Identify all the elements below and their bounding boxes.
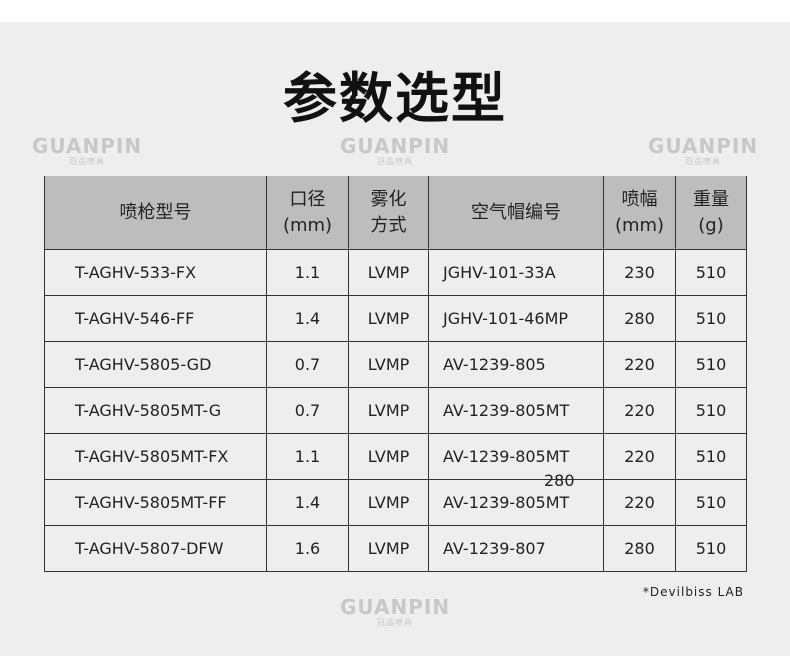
header-text: (mm) — [282, 214, 333, 236]
table-cell: 1.6 — [266, 525, 349, 572]
table-cell: LVMP — [348, 295, 429, 342]
table-cell: AV-1239-805MT — [428, 433, 604, 480]
column-header: 重量 (g) — [675, 176, 747, 250]
table-cell: T-AGHV-5805MT-FX — [44, 433, 267, 480]
table-cell: AV-1239-805MT — [428, 479, 604, 526]
table-cell: AV-1239-805 — [428, 341, 604, 388]
table-cell: JGHV-101-33A — [428, 249, 604, 296]
table-cell: 220 — [603, 387, 676, 434]
header-text: (g) — [698, 214, 724, 236]
column-header: 口径 (mm) — [266, 176, 349, 250]
table-row: T-AGHV-5807-DFW 1.6 LVMP AV-1239-807 280 510 — [44, 525, 747, 572]
column-header: 空气帽编号 — [428, 176, 604, 250]
table-cell: LVMP — [348, 387, 429, 434]
header-row: 喷枪型号 口径 (mm) 雾化方式 空气帽编号 喷幅 (mm) 重量 (g) — [44, 176, 747, 250]
table-cell: 220 — [603, 433, 676, 480]
table-cell: T-AGHV-5805MT-G — [44, 387, 267, 434]
table-cell: 280 — [603, 525, 676, 572]
table-cell: T-AGHV-5805MT-FF — [44, 479, 267, 526]
table-cell: LVMP — [348, 479, 429, 526]
table-row: T-AGHV-5805MT-G 0.7 LVMP AV-1239-805MT 220 51… — [44, 387, 747, 434]
header-text: 口径 — [289, 188, 326, 210]
table-cell: LVMP — [348, 433, 429, 480]
table-cell: T-AGHV-5805-GD — [44, 341, 267, 388]
watermark: GUANPIN 冠品喷具 — [32, 134, 143, 166]
table-cell: 510 — [675, 249, 747, 296]
table-body: T-AGHV-533-FX 1.1 LVMP JGHV-101-33A 230 510 T-… — [44, 249, 747, 572]
table-row: T-AGHV-5805MT-FX 1.1 LVMP AV-1239-805MT 220 5… — [44, 433, 747, 480]
header-text: 雾化 — [370, 188, 407, 210]
table-cell: 510 — [675, 433, 747, 480]
table-cell: 1.1 — [266, 433, 349, 480]
header-text: 喷枪型号 — [119, 201, 192, 223]
footnote: *Devilbiss LAB — [642, 585, 744, 599]
table-cell: 510 — [675, 341, 747, 388]
stray-value: 280 — [544, 471, 575, 490]
table-cell: 510 — [675, 387, 747, 434]
watermark: GUANPIN 冠品喷具 — [340, 595, 451, 627]
page-title: 参数选型 — [283, 67, 507, 130]
table-cell: 280 — [603, 295, 676, 342]
table-cell: AV-1239-807 — [428, 525, 604, 572]
watermark: GUANPIN 冠品喷具 — [648, 134, 759, 166]
header-text: 喷幅 — [621, 188, 658, 210]
table-cell: LVMP — [348, 525, 429, 572]
header-text: (mm) — [614, 214, 665, 236]
table-row: T-AGHV-546-FF 1.4 LVMP JGHV-101-46MP 280 510 — [44, 295, 747, 342]
header-text: 重量 — [693, 188, 729, 210]
table-cell: 510 — [675, 295, 747, 342]
table-row: T-AGHV-5805-GD 0.7 LVMP AV-1239-805 220 510 — [44, 341, 747, 388]
table-cell: LVMP — [348, 341, 429, 388]
table-cell: 220 — [603, 479, 676, 526]
table-cell: 220 — [603, 341, 676, 388]
table-cell: JGHV-101-46MP — [428, 295, 604, 342]
header-text: 方式 — [370, 214, 407, 236]
table-cell: 1.1 — [266, 249, 349, 296]
column-header: 雾化 方式 — [348, 176, 429, 250]
table-cell: 0.7 — [266, 387, 349, 434]
table-cell: 1.4 — [266, 479, 349, 526]
table-cell: 510 — [675, 479, 747, 526]
watermark: GUANPIN 冠品喷具 — [340, 134, 451, 166]
table-cell: LVMP — [348, 249, 429, 296]
table-cell: 0.7 — [266, 341, 349, 388]
table-cell: T-AGHV-5807-DFW — [44, 525, 267, 572]
spec-table: 喷枪型号 口径 (mm) 雾化方式 空气帽编号 喷幅 (mm) 重量 (g) T-AGHV-53… — [44, 176, 747, 572]
table-cell: 1.4 — [266, 295, 349, 342]
header-text: 空气帽编号 — [471, 201, 561, 223]
table-cell: T-AGHV-546-FF — [44, 295, 267, 342]
table-cell: T-AGHV-533-FX — [44, 249, 267, 296]
table-cell: AV-1239-805MT — [428, 387, 604, 434]
column-header: 喷枪型号 — [44, 176, 267, 250]
table-cell: 510 — [675, 525, 747, 572]
table-cell: 230 — [603, 249, 676, 296]
column-header: 喷幅 (mm) — [603, 176, 676, 250]
table-row: T-AGHV-533-FX 1.1 LVMP JGHV-101-33A 230 510 — [44, 249, 747, 296]
table-row: T-AGHV-5805MT-FF 1.4 LVMP AV-1239-805MT 220 5… — [44, 479, 747, 526]
